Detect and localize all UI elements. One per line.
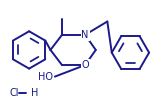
Text: N: N	[81, 30, 89, 40]
Text: O: O	[81, 60, 89, 70]
Text: H: H	[31, 88, 38, 98]
Text: HO: HO	[38, 72, 53, 82]
Text: Cl: Cl	[10, 88, 19, 98]
